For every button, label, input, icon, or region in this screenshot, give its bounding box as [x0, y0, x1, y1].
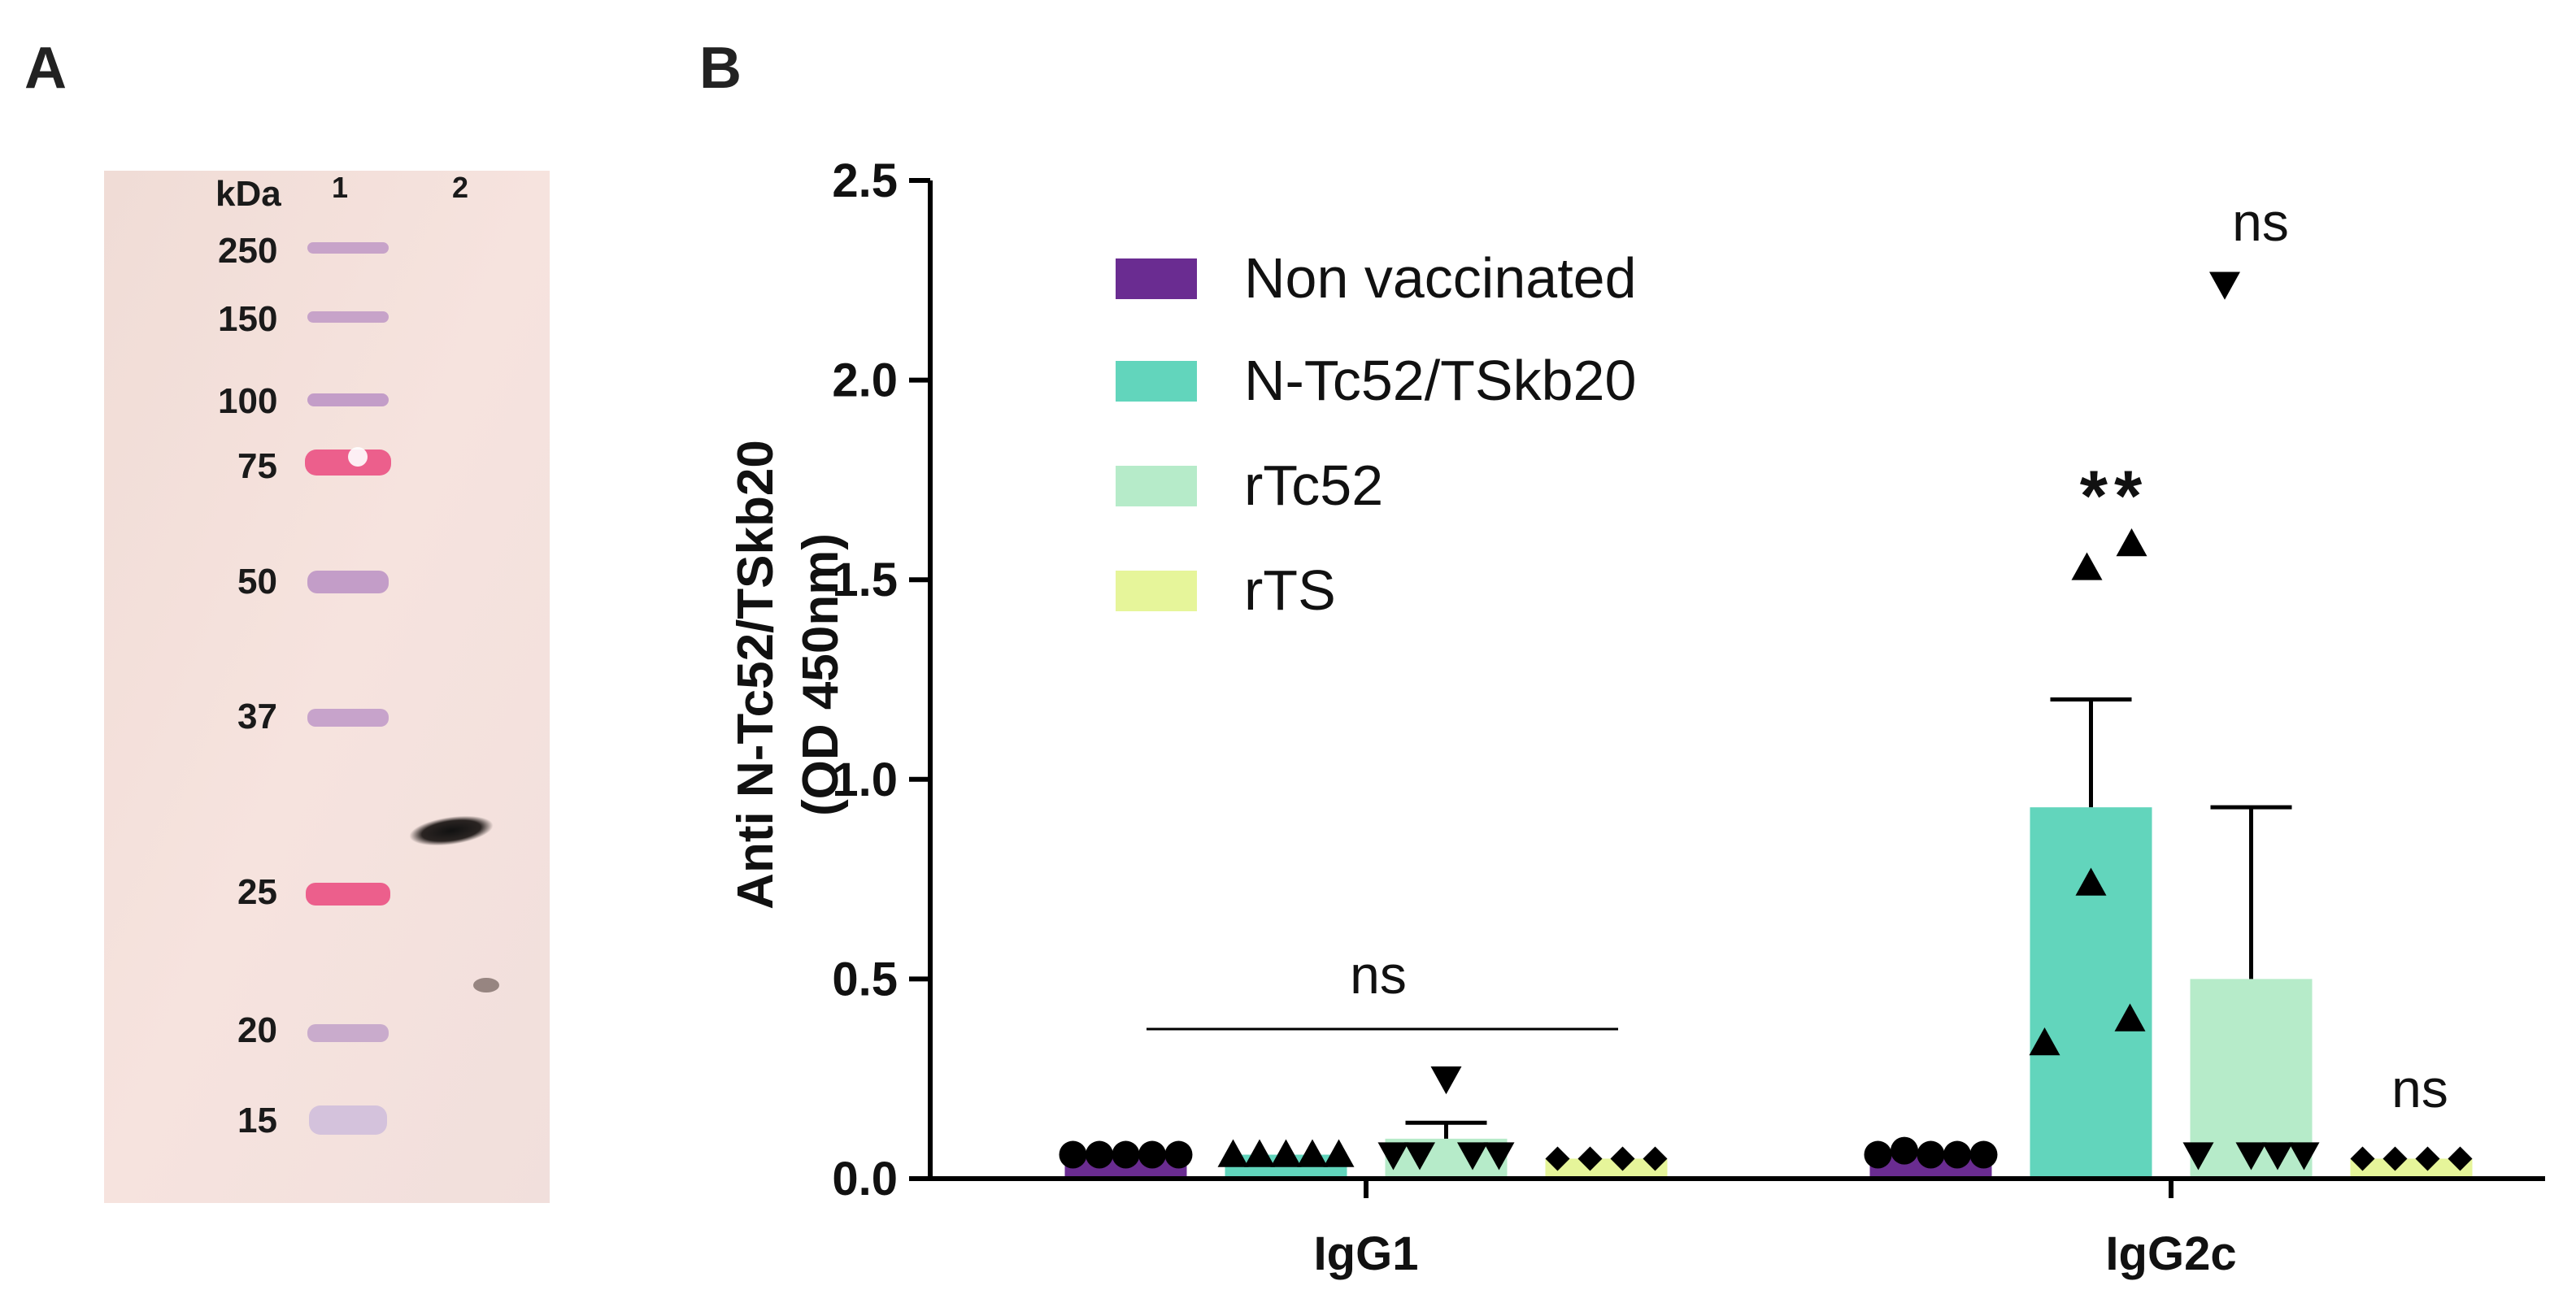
- data-point-igg1-rtc52: [1483, 1142, 1515, 1171]
- data-point-igg2c-non-vaccinated: [1969, 1140, 1998, 1169]
- data-point-igg1-non-vaccinated: [1164, 1140, 1193, 1169]
- data-point-igg2c-rtc52: [2209, 271, 2240, 300]
- ladder-band-75-highlight: [348, 447, 368, 467]
- ladder-band-50: [307, 571, 389, 593]
- category-label-igg1: IgG1: [1314, 1227, 1419, 1280]
- y-axis-title-line-1: Anti N-Tc52/TSkb20: [728, 440, 784, 910]
- data-point-igg1-non-vaccinated: [1059, 1140, 1087, 1169]
- error-bars-layer: [1405, 697, 2292, 1139]
- data-point-igg2c-n-tc52-tskb20: [2071, 552, 2103, 580]
- y-tick-label: 1.5: [832, 554, 898, 606]
- data-point-igg1-rts: [1643, 1146, 1668, 1171]
- data-point-igg2c-rtc52: [2262, 1142, 2293, 1171]
- data-point-igg1-rts: [1545, 1146, 1570, 1171]
- blot-marker-20: 20: [237, 1010, 277, 1050]
- ladder-band-100: [307, 393, 389, 406]
- data-point-igg1-non-vaccinated: [1138, 1140, 1166, 1169]
- data-point-igg1-rts: [1610, 1146, 1635, 1171]
- y-tick-label: 1.0: [832, 754, 898, 806]
- bar-igg2c-n-tc52-tskb20: [2030, 807, 2152, 1179]
- legend-label-rtc52: rTc52: [1244, 454, 1383, 517]
- blot-marker-100: 100: [218, 381, 277, 421]
- sample-faint-band-lane-2: [473, 978, 499, 992]
- igg2c-rts-ns-annotation: ns: [2391, 1058, 2448, 1118]
- legend-label-n-tc52-tskb20: N-Tc52/TSkb20: [1244, 349, 1636, 412]
- data-point-igg2c-rts: [2415, 1146, 2440, 1171]
- legend: Non vaccinated N-Tc52/TSkb20 rTc52 rTS: [1116, 246, 1637, 622]
- data-point-igg2c-rts: [2350, 1146, 2375, 1171]
- y-tick-label: 0.0: [832, 1153, 898, 1205]
- data-point-igg1-n-tc52-tskb20: [1297, 1139, 1328, 1167]
- data-point-igg2c-rtc52: [2182, 1142, 2214, 1171]
- ladder-band-150: [307, 311, 389, 323]
- igg1-ns-annotation: ns: [1350, 945, 1407, 1005]
- ladder-band-37: [307, 709, 389, 727]
- data-point-igg2c-n-tc52-tskb20: [2075, 867, 2107, 896]
- blot-marker-15: 15: [237, 1101, 277, 1140]
- bar-chart: Anti N-Tc52/TSkb20 (OD 450nm) 0.0 0.5 1.0 1…: [728, 154, 2545, 1280]
- blot-marker-250: 250: [218, 231, 277, 271]
- y-axis-ticks: 0.0 0.5 1.0 1.5 2.0 2.5: [832, 154, 2174, 1205]
- panel-b-label: B: [699, 36, 742, 101]
- y-axis-title-line-2: (OD 450nm): [793, 533, 849, 816]
- legend-swatch-rtc52: [1116, 466, 1197, 506]
- data-point-igg1-n-tc52-tskb20: [1244, 1139, 1275, 1167]
- ladder-band-250: [307, 242, 389, 254]
- data-point-igg2c-rtc52: [2288, 1142, 2320, 1171]
- data-points-layer: [1059, 271, 2473, 1171]
- data-point-igg2c-non-vaccinated: [1943, 1140, 1971, 1169]
- ladder-band-75: [305, 450, 391, 476]
- blot-membrane: [104, 171, 550, 1203]
- data-point-igg2c-non-vaccinated: [1917, 1140, 1945, 1169]
- y-tick-label: 2.5: [832, 154, 898, 207]
- data-point-igg2c-n-tc52-tskb20: [2114, 1003, 2146, 1032]
- data-point-igg1-rtc52: [1404, 1142, 1435, 1171]
- panel-a-label: A: [24, 36, 67, 101]
- data-point-igg1-rtc52: [1457, 1142, 1488, 1171]
- data-point-igg2c-rts: [2382, 1146, 2408, 1171]
- data-point-igg1-rtc52: [1430, 1066, 1462, 1095]
- blot-lane-2-label: 2: [452, 171, 468, 204]
- legend-swatch-n-tc52-tskb20: [1116, 361, 1197, 402]
- data-point-igg2c-rts: [2448, 1146, 2473, 1171]
- data-point-igg1-non-vaccinated: [1112, 1140, 1140, 1169]
- data-point-igg2c-rtc52: [2235, 1142, 2267, 1171]
- blot-marker-150: 150: [218, 299, 277, 339]
- legend-label-rts: rTS: [1244, 558, 1336, 622]
- data-point-igg1-non-vaccinated: [1086, 1140, 1113, 1169]
- igg2c-significance-annotation: **: [2080, 455, 2149, 536]
- igg2c-rtc52-ns-annotation: ns: [2232, 192, 2289, 252]
- data-point-igg1-n-tc52-tskb20: [1323, 1139, 1355, 1167]
- blot-kda-label: kDa: [215, 174, 281, 214]
- data-point-igg1-n-tc52-tskb20: [1217, 1139, 1249, 1167]
- ladder-band-15: [309, 1105, 387, 1135]
- blot-marker-50: 50: [237, 562, 277, 602]
- blot-marker-37: 37: [237, 697, 277, 736]
- y-tick-label: 0.5: [832, 953, 898, 1005]
- data-point-igg2c-n-tc52-tskb20: [2116, 528, 2147, 557]
- blot-marker-25: 25: [237, 872, 277, 912]
- y-tick-label: 2.0: [832, 354, 898, 407]
- data-point-igg1-n-tc52-tskb20: [1270, 1139, 1302, 1167]
- western-blot-panel: kDa 1 2 250 150 100 75 50 37 25 20 15: [104, 171, 550, 1203]
- legend-label-non-vaccinated: Non vaccinated: [1244, 246, 1637, 310]
- data-point-igg2c-n-tc52-tskb20: [2029, 1027, 2060, 1056]
- legend-swatch-non-vaccinated: [1116, 258, 1197, 299]
- category-label-igg2c: IgG2c: [2105, 1227, 2236, 1280]
- blot-marker-75: 75: [237, 446, 277, 486]
- ladder-band-25: [306, 883, 390, 906]
- sample-band-lane-2: [409, 815, 494, 846]
- ladder-band-20: [307, 1024, 389, 1042]
- blot-lane-1-label: 1: [332, 171, 348, 204]
- data-point-igg1-rtc52: [1377, 1142, 1409, 1171]
- data-point-igg1-rts: [1577, 1146, 1603, 1171]
- data-point-igg2c-non-vaccinated: [1864, 1140, 1892, 1169]
- legend-swatch-rts: [1116, 571, 1197, 611]
- bars-layer: [1064, 807, 2473, 1179]
- data-point-igg2c-non-vaccinated: [1891, 1136, 1918, 1165]
